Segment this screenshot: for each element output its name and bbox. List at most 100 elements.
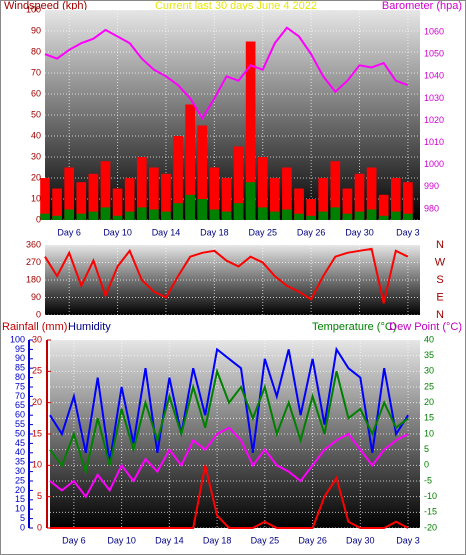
y-tick-label: 40 — [15, 447, 25, 457]
bar — [124, 211, 135, 220]
compass-label: W — [435, 256, 446, 268]
y-tick-label: -20 — [424, 522, 437, 532]
y-tick-label: 20 — [424, 397, 434, 407]
rainfall-label: Rainfall (mm) — [2, 321, 67, 333]
y-tick-label: 1000 — [424, 159, 444, 169]
y-tick-label: 360 — [26, 239, 41, 249]
bar — [64, 209, 75, 220]
bar — [390, 178, 401, 220]
bar — [149, 209, 159, 220]
bar — [403, 182, 413, 220]
x-tick-label: Day 14 — [155, 535, 184, 545]
bar — [209, 167, 220, 220]
humidity-label: Humidity — [68, 321, 111, 333]
bar — [161, 173, 171, 220]
x-tick-label: Day 26 — [297, 227, 326, 237]
bar — [233, 203, 244, 220]
y-tick-label: 0 — [20, 522, 25, 532]
y-tick-label: 45 — [15, 438, 25, 448]
x-tick-label: Day 3 — [396, 227, 420, 237]
bar — [366, 167, 377, 220]
y2-axis-label: Barometer (hpa) — [382, 0, 462, 12]
y-tick-label: 15 — [424, 413, 434, 423]
x-tick-label: Day 25 — [251, 535, 280, 545]
bar — [100, 207, 111, 220]
y-tick-label: 990 — [424, 181, 439, 191]
bar — [124, 178, 135, 220]
y-tick-label: 5 — [424, 444, 429, 454]
y-tick-label: 15 — [32, 428, 42, 438]
chart-title: Current last 30 days June 4 2022 — [155, 0, 317, 12]
bar — [245, 41, 256, 220]
y-tick-label: -10 — [424, 491, 437, 501]
bar — [403, 213, 413, 220]
y-tick-label: 95 — [15, 344, 25, 354]
bar — [173, 203, 183, 220]
line — [44, 26, 409, 121]
y-tick-label: 90 — [15, 353, 25, 363]
bar — [112, 215, 123, 220]
bar — [76, 182, 87, 220]
x-tick-label: Day 30 — [345, 227, 374, 237]
bar — [306, 199, 316, 220]
bar — [76, 213, 87, 220]
compass-label: N — [436, 309, 444, 321]
y-tick-label: 70 — [31, 67, 41, 77]
y-tick-label: 980 — [424, 203, 439, 213]
bar — [136, 207, 147, 220]
bar — [40, 178, 50, 220]
bar — [342, 188, 353, 220]
bar — [221, 211, 232, 220]
bar — [197, 125, 208, 220]
y-tick-label: 30 — [31, 151, 41, 161]
bar — [270, 178, 280, 220]
y-tick-label: 1010 — [424, 137, 444, 147]
bar — [197, 199, 208, 220]
y-tick-label: 100 — [10, 334, 25, 344]
bar — [270, 211, 280, 220]
bar — [390, 211, 401, 220]
x-tick-label: Day 18 — [203, 535, 232, 545]
bar — [282, 167, 292, 220]
y-tick-label: 30 — [15, 466, 25, 476]
line — [44, 247, 409, 304]
y-tick-label: 0 — [36, 214, 41, 224]
y-tick-label: 25 — [15, 475, 25, 485]
y-tick-label: 10 — [32, 460, 42, 470]
x-tick-label: Day 3 — [396, 535, 420, 545]
bar — [306, 215, 316, 220]
x-tick-label: Day 18 — [200, 227, 229, 237]
bar — [294, 213, 304, 220]
y-tick-label: -15 — [424, 507, 437, 517]
bar — [52, 215, 62, 220]
y-tick-label: 55 — [15, 419, 25, 429]
bar — [185, 194, 195, 220]
y-tick-label: 90 — [31, 292, 41, 302]
bar — [185, 104, 195, 220]
y-tick-label: 70 — [15, 391, 25, 401]
y-tick-label: 65 — [15, 400, 25, 410]
y-tick-label: 100 — [26, 4, 41, 14]
bar — [52, 188, 62, 220]
y-axis-label: Windspeed (kph) — [4, 0, 87, 12]
temperature-label: Temperature (°C) — [312, 321, 396, 333]
bar — [112, 188, 123, 220]
y-tick-label: 270 — [26, 257, 41, 267]
y-tick-label: 20 — [15, 485, 25, 495]
bar — [282, 209, 292, 220]
bar — [318, 178, 329, 220]
bar — [378, 215, 389, 220]
bar — [342, 213, 353, 220]
y-tick-label: 50 — [31, 109, 41, 119]
y-tick-label: 1050 — [424, 49, 444, 59]
y-tick-label: 5 — [37, 491, 42, 501]
bar — [354, 211, 365, 220]
compass-label: S — [436, 274, 443, 286]
bar — [257, 157, 268, 220]
y-tick-label: 30 — [32, 334, 42, 344]
bar — [330, 207, 341, 220]
y-tick-label: 35 — [424, 350, 434, 360]
y-tick-label: 10 — [31, 193, 41, 203]
y-tick-label: 15 — [15, 494, 25, 504]
